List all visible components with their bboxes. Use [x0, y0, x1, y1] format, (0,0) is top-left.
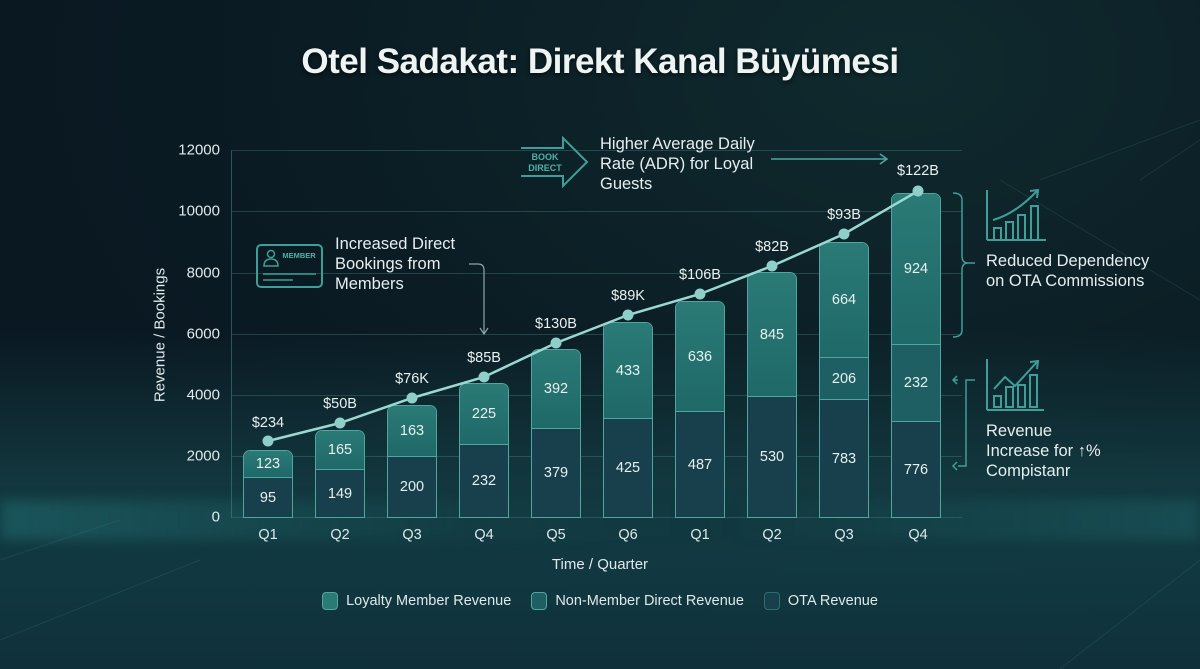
x-axis-line	[232, 517, 962, 518]
x-tick: Q4	[908, 527, 928, 543]
legend: Loyalty Member Revenue Non-Member Direct…	[0, 592, 1200, 610]
point-label: $85B	[467, 350, 501, 366]
gridline	[232, 334, 962, 335]
y-tick: 8000	[186, 264, 220, 282]
point-label: $93B	[827, 207, 861, 223]
bar-segment-ota: 95	[244, 477, 292, 517]
gridline	[232, 211, 962, 212]
y-tick: 10000	[178, 202, 220, 220]
growth-chart-icon	[986, 188, 1046, 241]
bar-segment-ota: 200	[388, 456, 436, 517]
legend-item-direct[interactable]: Non-Member Direct Revenue	[531, 592, 744, 610]
bar-q3-year2[interactable]: 664 206 783	[819, 242, 869, 518]
gridline	[232, 395, 962, 396]
gridline	[232, 456, 962, 457]
x-tick: Q6	[618, 527, 638, 543]
y-tick: 12000	[178, 141, 220, 159]
bar-segment-loyalty: 845	[748, 273, 796, 396]
bar-segment-loyalty: 392	[532, 350, 580, 428]
revenue-chart-icon	[986, 359, 1044, 411]
point-label: $106B	[679, 267, 721, 283]
bar-segment-ota: 783	[820, 399, 868, 517]
legend-item-loyalty[interactable]: Loyalty Member Revenue	[322, 592, 511, 610]
annotation-direct-bookings: Increased Direct Bookings from Members	[335, 235, 456, 293]
x-tick: Q2	[762, 527, 782, 543]
y-tick: 6000	[186, 325, 220, 343]
gridline	[232, 150, 962, 151]
bar-q5[interactable]: 392 379	[531, 349, 581, 518]
bar-q1-year2[interactable]: 636 487	[675, 301, 725, 518]
legend-label: OTA Revenue	[787, 593, 878, 609]
bar-segment-direct: 206	[820, 357, 868, 399]
svg-text:DIRECT: DIRECT	[528, 163, 562, 173]
bar-segment-loyalty: 225	[460, 384, 508, 444]
bar-q4-year2[interactable]: 924 232 776	[891, 193, 941, 518]
bar-segment-ota: 487	[676, 411, 724, 517]
x-tick: Q2	[330, 527, 350, 543]
bar-segment-loyalty: 163	[388, 406, 436, 456]
bar-segment-ota: 379	[532, 428, 580, 517]
gridline	[232, 273, 962, 274]
background-glow-band	[0, 500, 1200, 540]
bar-segment-loyalty: 123	[244, 451, 292, 477]
bar-q2-year2[interactable]: 845 530	[747, 272, 797, 518]
bar-segment-direct: 232	[892, 344, 940, 421]
bar-segment-ota: 232	[460, 444, 508, 517]
bar-segment-loyalty: 433	[604, 323, 652, 418]
x-axis-label: Time / Quarter	[551, 556, 649, 573]
bar-q6[interactable]: 433 425	[603, 322, 653, 518]
legend-swatch-direct	[531, 592, 548, 610]
annotation-ota-dependency: Reduced Dependency on OTA Commissions	[986, 252, 1150, 290]
y-tick: 4000	[186, 386, 220, 404]
point-label: $50B	[323, 396, 357, 412]
svg-text:BOOK: BOOK	[532, 152, 560, 162]
annotation-adr: Higher Average Daily Rate (ADR) for Loya…	[600, 135, 755, 193]
x-tick: Q5	[546, 527, 566, 543]
point-label: $82B	[755, 239, 789, 255]
legend-swatch-ota	[763, 592, 780, 610]
legend-label: Non-Member Direct Revenue	[555, 593, 744, 609]
bar-segment-ota: 776	[892, 421, 940, 517]
x-tick: Q3	[834, 527, 854, 543]
legend-item-ota[interactable]: OTA Revenue	[763, 592, 878, 610]
svg-text:MEMBER: MEMBER	[282, 251, 316, 260]
y-axis-line	[231, 150, 232, 518]
point-label: $130B	[535, 316, 577, 332]
x-tick: Q3	[402, 527, 422, 543]
bar-segment-loyalty: 664	[820, 243, 868, 357]
bar-q1[interactable]: 123 95	[243, 450, 293, 518]
legend-swatch-loyalty	[322, 592, 339, 610]
bar-q4[interactable]: 225 232	[459, 383, 509, 518]
bar-segment-ota: 149	[316, 469, 364, 517]
bar-segment-ota: 425	[604, 418, 652, 517]
x-tick: Q1	[690, 527, 710, 543]
point-label: $122B	[897, 163, 939, 179]
bar-q2[interactable]: 165 149	[315, 430, 365, 518]
bar-q3[interactable]: 163 200	[387, 405, 437, 518]
y-tick: 2000	[186, 447, 220, 465]
bar-segment-loyalty: 165	[316, 431, 364, 469]
bar-segment-loyalty: 636	[676, 302, 724, 411]
annotation-revenue-increase: Revenue Increase for ↑% Compistanr	[986, 422, 1101, 480]
bar-segment-loyalty: 924	[892, 194, 940, 344]
legend-label: Loyalty Member Revenue	[346, 593, 512, 609]
chart-title: Otel Sadakat: Direkt Kanal Büyümesi	[301, 42, 899, 81]
y-tick: 0	[211, 508, 220, 526]
point-label: $234	[251, 415, 285, 431]
bar-segment-ota: 530	[748, 396, 796, 517]
x-tick: Q4	[474, 527, 494, 543]
point-label: $89K	[611, 288, 645, 304]
point-label: $76K	[395, 371, 429, 387]
x-tick: Q1	[258, 527, 278, 543]
